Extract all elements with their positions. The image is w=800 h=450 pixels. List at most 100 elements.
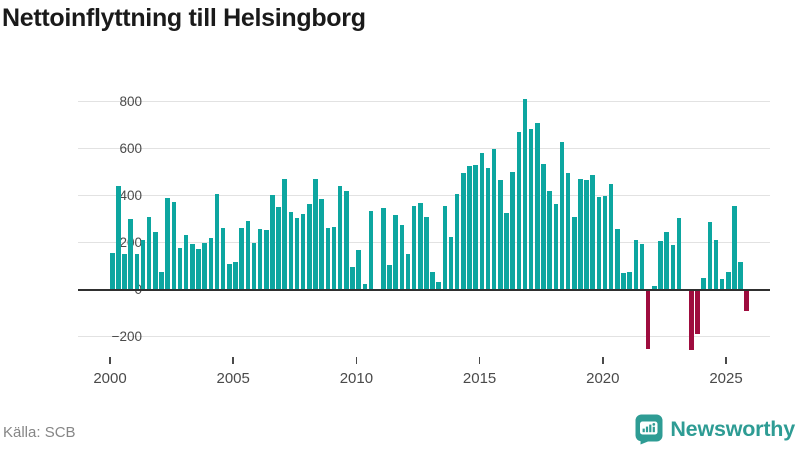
bar-2006-Q2 [264, 229, 269, 289]
bar-2021-Q2 [633, 240, 639, 289]
bar-2020-Q1 [602, 195, 608, 289]
bar-2001-Q1 [134, 254, 140, 289]
bar-2000-Q2 [116, 185, 121, 289]
bar-chart-plot-area: 8006004002000−20020002005201020152020202… [78, 93, 770, 395]
bar-2000-Q1 [110, 253, 115, 289]
bar-2010-Q1 [356, 249, 361, 289]
bar-2019-Q1 [578, 178, 583, 289]
bar-2008-Q2 [313, 178, 318, 289]
bar-2002-Q1 [159, 272, 164, 289]
source-note: Källa: SCB [3, 424, 76, 441]
bar-2008-Q1 [307, 203, 312, 289]
bar-2005-Q4 [251, 243, 257, 289]
bar-2009-Q2 [337, 186, 343, 289]
bar-2010-Q3 [368, 210, 374, 289]
x-axis-label: 2020 [586, 370, 620, 387]
chart-title: Nettoinflyttning till Helsingborg [2, 4, 366, 32]
bar-2012-Q3 [418, 202, 423, 289]
bar-2022-Q2 [658, 241, 663, 289]
x-tick-2000 [109, 357, 111, 364]
bar-2019-Q4 [596, 196, 602, 289]
bar-2007-Q1 [282, 178, 287, 289]
bar-2019-Q2 [584, 180, 589, 289]
bar-2018-Q4 [572, 216, 577, 289]
bar-2013-Q3 [442, 206, 448, 289]
gridline-400 [78, 195, 770, 196]
bar-2017-Q3 [541, 163, 546, 289]
bar-2012-Q4 [424, 217, 429, 289]
x-axis-label: 2000 [93, 370, 127, 387]
bar-2020-Q2 [608, 183, 614, 289]
x-axis-label: 2010 [339, 370, 374, 387]
y-axis-label: −200 [111, 328, 142, 344]
bar-2000-Q3 [122, 254, 127, 289]
bar-2003-Q1 [183, 234, 189, 289]
x-tick-2020 [602, 357, 604, 364]
bar-2022-Q1 [652, 285, 657, 289]
bar-2012-Q2 [411, 206, 417, 289]
bar-2016-Q4 [522, 99, 528, 289]
bar-2009-Q1 [331, 227, 337, 289]
bar-2025-Q1 [726, 272, 731, 289]
bar-2020-Q3 [615, 229, 620, 289]
y-axis-label: 800 [119, 93, 142, 109]
bar-2022-Q4 [670, 245, 676, 289]
bar-2021-Q4 [645, 291, 651, 349]
bar-2000-Q4 [128, 218, 133, 289]
bar-2025-Q3 [738, 261, 743, 289]
bar-2025-Q2 [732, 205, 737, 289]
bar-2005-Q1 [233, 261, 238, 289]
bar-2018-Q2 [559, 141, 565, 289]
bar-2014-Q2 [461, 172, 466, 289]
bar-2006-Q1 [257, 229, 263, 289]
bar-2007-Q4 [300, 213, 306, 289]
bar-2012-Q1 [405, 253, 411, 289]
bar-2008-Q3 [319, 198, 324, 289]
x-axis-label: 2005 [216, 370, 250, 387]
bar-2016-Q3 [516, 132, 522, 289]
bar-2004-Q3 [220, 227, 226, 289]
bar-2002-Q4 [177, 247, 183, 289]
bar-2016-Q1 [504, 212, 509, 289]
gridline-600 [78, 148, 770, 149]
newsworthy-icon [635, 414, 663, 445]
bar-2024-Q2 [707, 222, 713, 289]
bar-2017-Q1 [528, 129, 534, 289]
bar-2005-Q3 [245, 220, 251, 289]
newsworthy-wordmark: Newsworthy [670, 417, 795, 441]
bar-2011-Q1 [381, 207, 386, 289]
y-axis-label: 400 [119, 187, 142, 203]
gridline-800 [78, 101, 770, 102]
newsworthy-logo: Newsworthy [635, 414, 795, 445]
bar-2015-Q1 [479, 152, 485, 289]
bar-2017-Q2 [535, 122, 540, 289]
bar-2018-Q3 [565, 172, 571, 289]
bar-2002-Q3 [171, 202, 177, 289]
y-axis-label: 200 [82, 235, 142, 250]
bar-2015-Q4 [498, 179, 503, 289]
bar-2001-Q2 [140, 239, 146, 289]
y-axis-label: 600 [119, 140, 142, 156]
bar-2003-Q3 [196, 249, 201, 289]
bar-2013-Q2 [436, 281, 441, 289]
bar-2016-Q2 [510, 171, 515, 289]
x-tick-2010 [355, 357, 358, 364]
bar-2025-Q4 [744, 291, 749, 311]
x-tick-2005 [232, 357, 234, 364]
bar-2015-Q2 [485, 167, 491, 289]
gridline-200 [78, 242, 770, 243]
bar-2005-Q2 [239, 227, 244, 289]
x-tick-2015 [478, 357, 481, 364]
bar-2004-Q2 [214, 194, 220, 289]
bar-2011-Q3 [393, 215, 398, 289]
bar-2021-Q1 [627, 271, 632, 289]
bar-2006-Q4 [276, 206, 281, 289]
bar-2024-Q4 [719, 278, 725, 289]
bar-2018-Q1 [553, 203, 559, 289]
bar-2001-Q3 [146, 216, 152, 289]
bar-2003-Q4 [202, 242, 207, 289]
x-tick-2025 [725, 357, 727, 364]
bar-2019-Q3 [590, 175, 595, 289]
x-axis-label: 2015 [462, 370, 497, 387]
